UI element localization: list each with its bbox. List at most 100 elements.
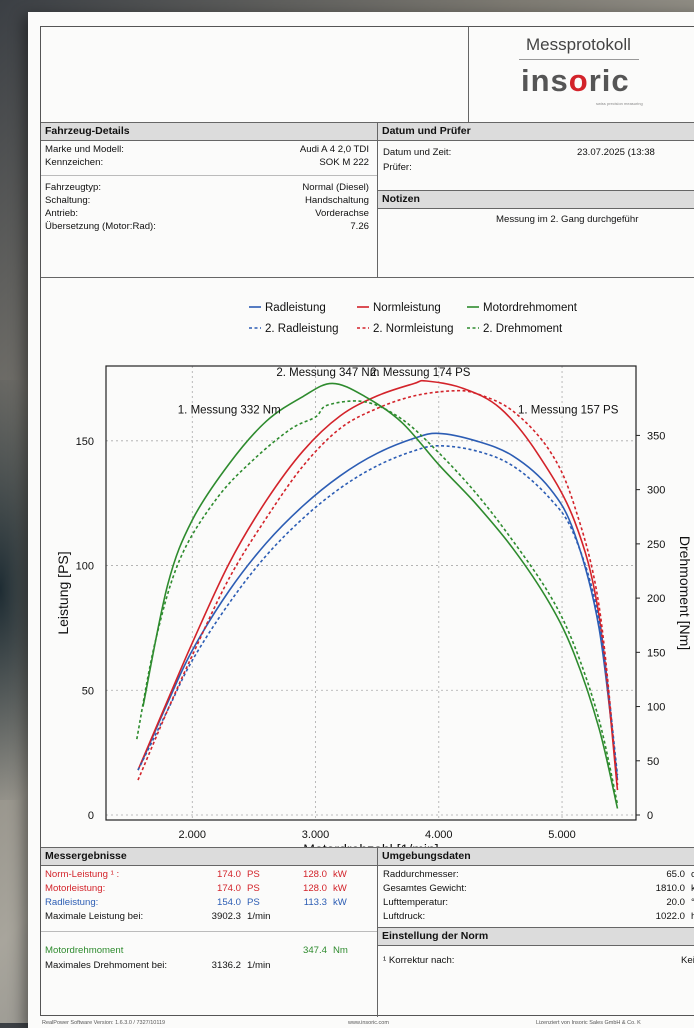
chart-series [136, 379, 619, 809]
legend-label: 2. Radleistung [265, 323, 339, 335]
x-tick-label: 3.000 [302, 829, 330, 841]
total-weight-unit: kg [691, 883, 694, 894]
y2-tick-label: 250 [647, 539, 665, 551]
air-temperature-value: 20.0 [666, 897, 685, 908]
chart-axes: 2.000 3.000 4.000 5.000 0 50 100 150 0 50 100 150 20… [76, 365, 665, 841]
x-tick-label: 5.000 [548, 829, 576, 841]
air-pressure-label: Luftdruck: [383, 911, 426, 922]
y2-tick-label: 0 [647, 810, 653, 822]
wheel-power-label: Radleistung: [45, 897, 99, 908]
air-pressure-unit: hPa [691, 911, 694, 922]
x-tick-label: 4.000 [425, 829, 453, 841]
vehicle-type-value: Normal (Diesel) [302, 182, 369, 193]
vehicle-make-value: Audi A 4 2,0 TDI [299, 144, 369, 155]
engine-power-kw: 128.0 [302, 883, 327, 894]
y2-tick-label: 300 [647, 485, 665, 497]
y2-axis-title: Drehmoment [Nm] [677, 536, 693, 650]
results-header: Messergebnisse [41, 847, 377, 866]
air-temperature-unit: °C [691, 897, 694, 908]
vehicle-details-header: Fahrzeug-Details [41, 122, 377, 141]
y-tick-label: 50 [82, 685, 94, 697]
wheel-power-kw-unit: kW [333, 897, 347, 908]
legend-label: Radleistung [265, 302, 326, 314]
footer-software-version: RealPower Software Version: 1.6.3.0 / 73… [42, 1020, 166, 1026]
performance-chart: 2.000 3.000 4.000 5.000 0 50 100 150 0 50 100 150 20… [55, 302, 693, 848]
max-torque-label: Maximales Drehmoment bei: [45, 960, 168, 971]
total-weight-value: 1810.0 [655, 883, 685, 894]
series-line-2-radleistung [137, 444, 619, 776]
y2-tick-label: 150 [647, 647, 665, 659]
chart-labels: Motordrehzahl [1/min] Leistung [PS] Drehmo… [55, 536, 693, 848]
series-line-normleistung [137, 379, 619, 791]
datetime-label: Datum und Zeit: [383, 147, 452, 158]
max-power-label: Maximale Leistung bei: [45, 911, 144, 922]
norm-power-ps: 174.0 [216, 869, 241, 880]
wheel-diameter-label: Raddurchmesser: [383, 869, 459, 880]
engine-power-ps: 174.0 [216, 883, 241, 894]
norm-power-label: Norm-Leistung ¹ : [45, 869, 120, 880]
legend-label: Normleistung [373, 302, 441, 314]
chart-annotation: 1. Messung 332 Nm [178, 404, 281, 416]
legend-label: 2. Normleistung [373, 323, 454, 335]
engine-power-label: Motorleistung: [45, 883, 106, 894]
y-tick-label: 100 [76, 561, 94, 573]
transmission-value: Handschaltung [304, 195, 369, 206]
max-torque-unit: 1/min [247, 960, 271, 971]
environment-header: Umgebungsdaten [377, 847, 694, 866]
engine-power-kw-unit: kW [333, 883, 347, 894]
legend-label: Motordrehmoment [483, 302, 578, 314]
wheel-diameter-unit: cm [691, 869, 694, 880]
y-tick-label: 150 [76, 436, 94, 448]
engine-power-ps-unit: PS [247, 883, 260, 894]
notes-text: Messung im 2. Gang durchgeführ [496, 214, 639, 225]
series-line-2-drehmoment [136, 400, 619, 805]
engine-torque-value: 347.4 [302, 945, 327, 956]
transmission-label: Schaltung: [45, 195, 91, 206]
chart-grid [106, 366, 636, 820]
date-examiner-header: Datum und Prüfer [377, 122, 694, 141]
datetime-value: 23.07.2025 (13:38 [577, 147, 655, 158]
max-power-unit: 1/min [247, 911, 271, 922]
notes-header: Notizen [377, 190, 694, 209]
y2-tick-label: 350 [647, 430, 665, 442]
legend-label: 2. Drehmoment [483, 323, 563, 335]
engine-torque-label: Motordrehmoment [45, 945, 124, 956]
protocol-frame: Messprotokoll insoric swiss precision me… [40, 26, 694, 1017]
air-pressure-value: 1022.0 [655, 911, 685, 922]
protocol-sheet: Messprotokoll insoric swiss precision me… [28, 12, 694, 1028]
series-line-radleistung [139, 432, 619, 781]
plot-frame [105, 365, 637, 821]
engine-torque-unit: Nm [333, 945, 348, 956]
vehicle-type-label: Fahrzeugtyp: [45, 182, 101, 193]
logo-tagline: swiss precision measuring [596, 101, 643, 106]
x-tick-label: 2.000 [179, 829, 207, 841]
license-plate-value: SOK M 222 [319, 157, 369, 168]
drive-value: Vorderachse [315, 208, 369, 219]
correction-label: ¹ Korrektur nach: [383, 955, 455, 966]
wheel-power-ps-unit: PS [247, 897, 260, 908]
correction-value: Kein [681, 955, 694, 966]
norm-power-ps-unit: PS [247, 869, 260, 880]
vehicle-make-label: Marke und Modell: [45, 144, 124, 155]
wheel-power-kw: 113.3 [303, 897, 327, 908]
footer-website[interactable]: www.insoric.com [348, 1020, 389, 1026]
license-plate-label: Kennzeichen: [45, 157, 104, 168]
total-weight-label: Gesamtes Gewicht: [383, 883, 467, 894]
drive-label: Antrieb: [45, 208, 79, 219]
footer-license: Lizenziert von Insoric Sales GmbH & Co. … [536, 1020, 641, 1026]
ratio-label: Übersetzung (Motor:Rad): [45, 221, 156, 232]
chart-annotation: 2. Messung 174 PS [370, 367, 471, 379]
y2-tick-label: 50 [647, 756, 659, 768]
chart-annotation: 2. Messung 347 Nm [276, 367, 379, 379]
norm-power-kw: 128.0 [302, 869, 327, 880]
air-temperature-label: Lufttemperatur: [383, 897, 449, 908]
ratio-value: 7.26 [350, 221, 369, 232]
protocol-title: Messprotokoll [526, 35, 631, 54]
y-tick-label: 0 [88, 810, 94, 822]
norm-settings-header: Einstellung der Norm [377, 927, 694, 946]
y2-tick-label: 200 [647, 593, 665, 605]
insoric-logo: insoric [521, 63, 630, 98]
x-axis-title: Motordrehzahl [1/min] [303, 841, 438, 848]
max-torque-value: 3136.2 [211, 960, 241, 971]
norm-power-kw-unit: kW [333, 869, 347, 880]
